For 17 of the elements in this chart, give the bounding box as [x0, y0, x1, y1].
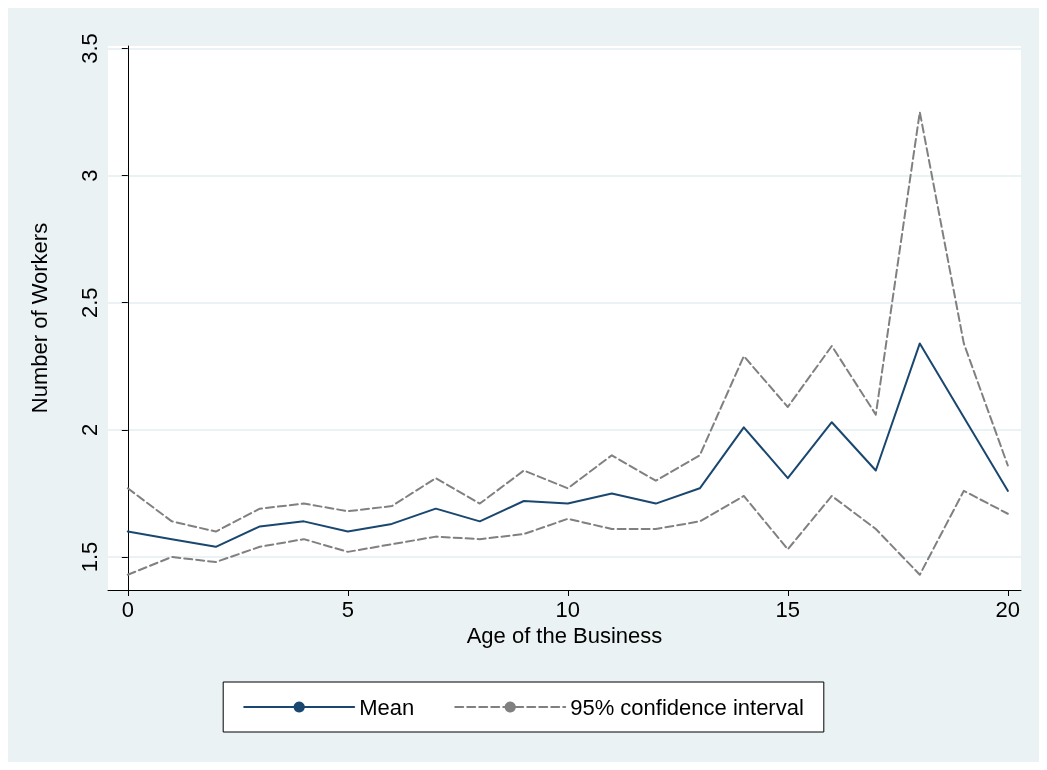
line-series: [126, 111, 1009, 533]
y-tick-label: 2: [76, 423, 102, 436]
x-tick-label: 0: [121, 596, 134, 622]
legend-label: Mean: [359, 694, 415, 720]
x-tick-label: 5: [341, 596, 354, 622]
line-series: [126, 489, 1009, 576]
y-tick-label: 2.5: [76, 287, 102, 319]
x-tick-label: 20: [995, 596, 1021, 622]
line-series: [126, 342, 1009, 548]
x-axis-title: Age of the Business: [466, 623, 663, 649]
y-axis-title: Number of Workers: [26, 222, 52, 414]
x-tick-label: 15: [775, 596, 801, 622]
y-tick-label: 3.5: [76, 33, 102, 64]
y-tick-label: 1.5: [76, 541, 102, 573]
x-tick-label: 10: [555, 596, 581, 622]
legend-label: 95% confidence interval: [570, 694, 804, 720]
y-tick-label: 3: [76, 169, 102, 182]
